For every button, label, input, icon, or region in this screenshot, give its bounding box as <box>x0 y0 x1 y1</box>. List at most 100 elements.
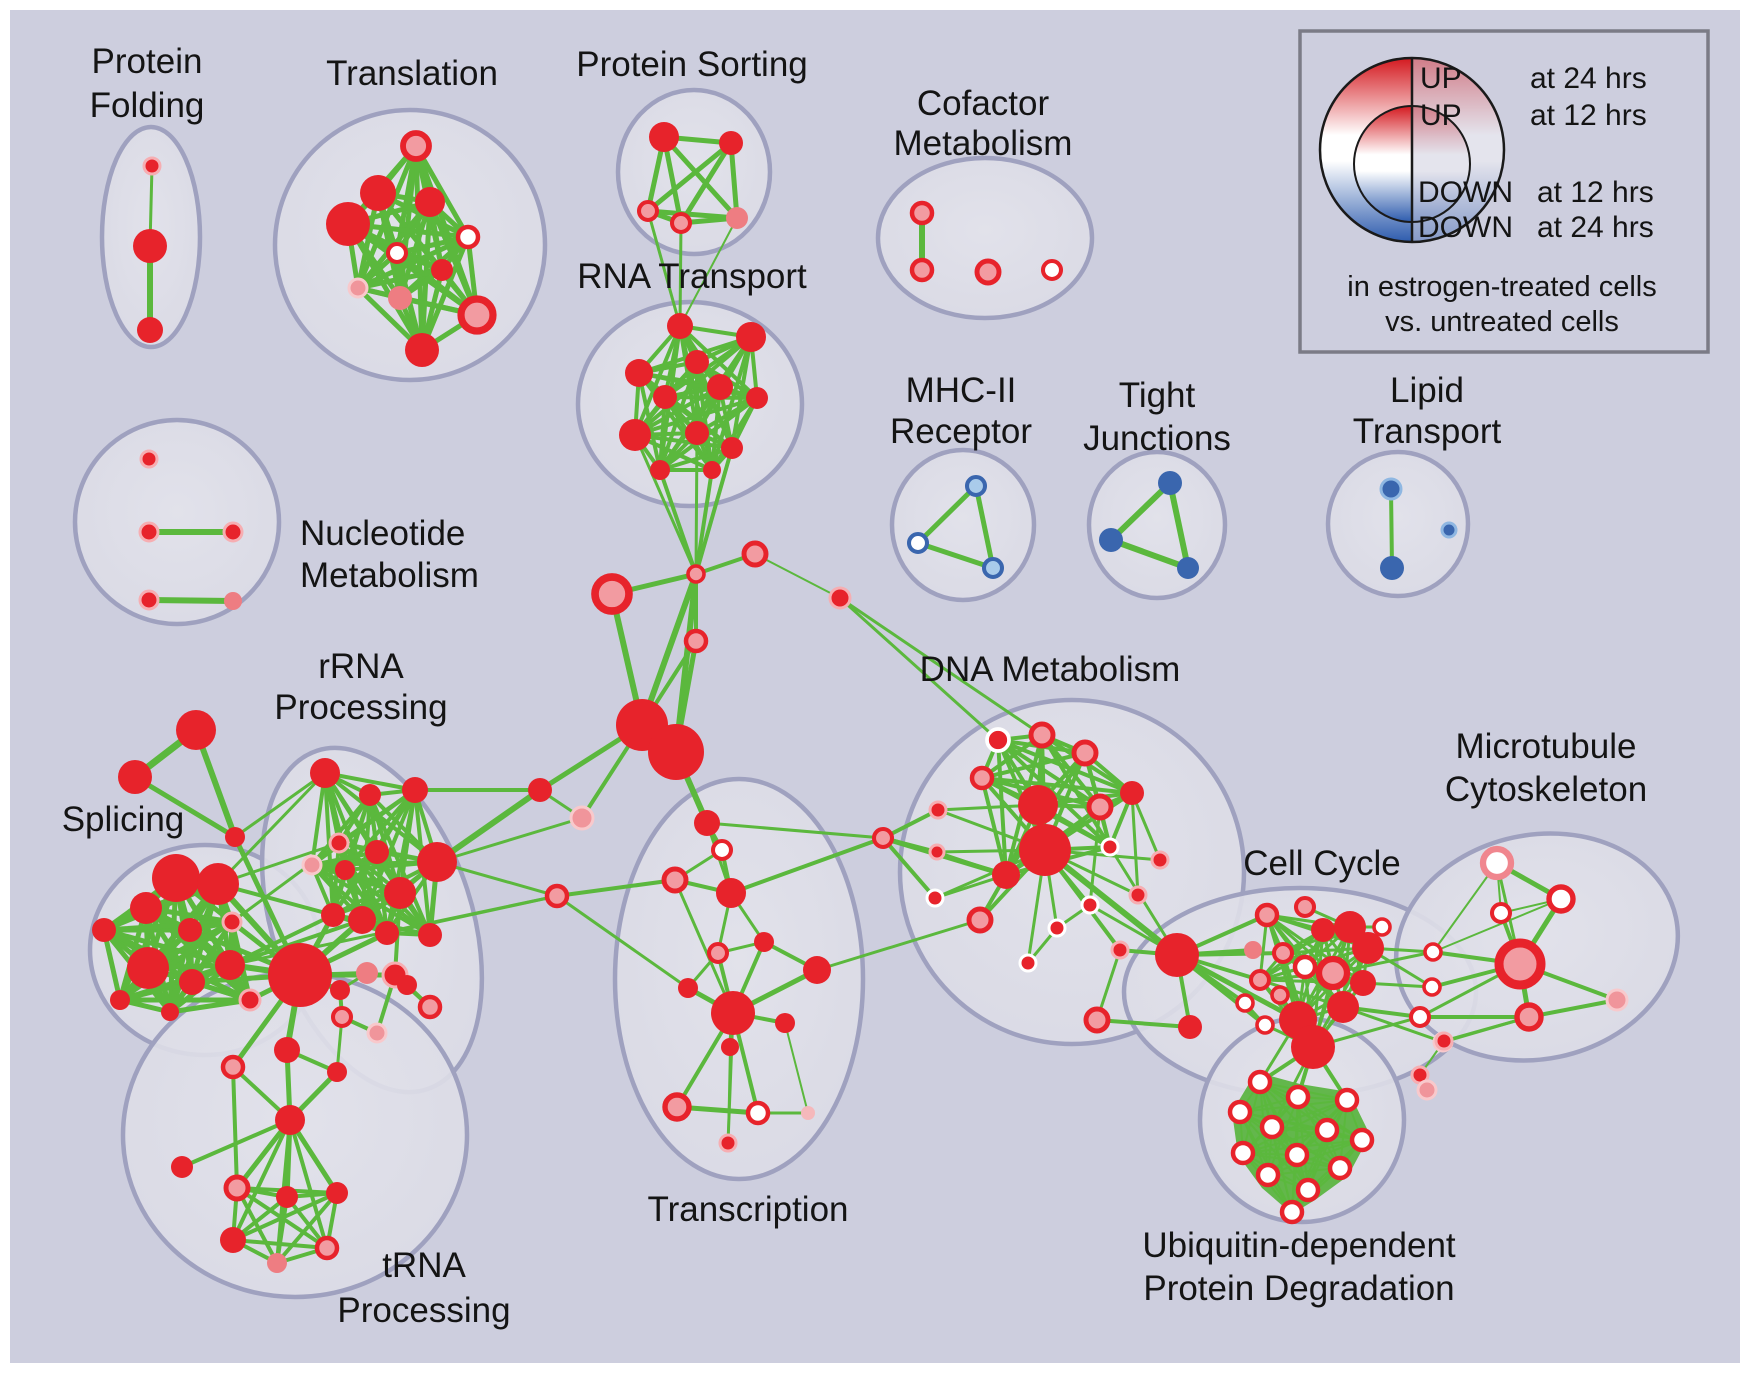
gene-node-r3 <box>402 777 428 803</box>
network-edge <box>231 1118 292 1242</box>
cluster-label-microtubule-cytoskeleton-line2: Cytoskeleton <box>1445 770 1647 809</box>
gene-node-s6 <box>221 911 243 933</box>
gene-node-tx3 <box>661 866 689 894</box>
network-edge <box>101 919 235 933</box>
cluster-label-ubiquitin-degradation-line2: Protein Degradation <box>1143 1269 1454 1308</box>
gene-node-tp3 <box>327 1062 347 1082</box>
gene-node-cm1 <box>909 200 935 226</box>
gene-node-d12 <box>1100 837 1120 857</box>
gene-node-d13 <box>1150 850 1170 870</box>
gene-node-m3 <box>1489 901 1513 925</box>
gene-node-r18 <box>366 1022 388 1044</box>
gene-node-m4 <box>1494 938 1546 990</box>
gene-node-d10 <box>992 861 1020 889</box>
cluster-label-lipid-transport-line1: Lipid <box>1390 371 1464 410</box>
network-edge <box>1527 998 1619 1019</box>
gene-node-r8 <box>384 877 416 909</box>
nodes-layer <box>92 122 1629 1273</box>
network-edge <box>231 1065 239 1190</box>
gene-node-s13 <box>268 943 332 1007</box>
network-edge <box>216 841 341 886</box>
network-edge <box>1174 952 1301 1023</box>
gene-node-d11 <box>928 843 946 861</box>
gene-node-d8 <box>1018 785 1058 825</box>
gene-node-tp8 <box>326 1182 348 1204</box>
gene-node-tx13 <box>745 1100 771 1126</box>
gene-node-cch <box>1155 933 1199 977</box>
gene-node-tp5 <box>171 1156 193 1178</box>
gene-node-tx7 <box>803 956 831 984</box>
network-edge <box>1239 1111 1293 1213</box>
gene-node-nm2 <box>138 521 160 543</box>
gene-node-d1 <box>985 727 1011 753</box>
network-edge <box>1242 1129 1328 1154</box>
gene-node-r5 <box>301 854 323 876</box>
cluster-ellipse-mhc-ii-receptor <box>889 447 1037 603</box>
gene-node-s3 <box>130 892 162 924</box>
network-edge <box>695 360 734 450</box>
gene-node-t7 <box>431 259 453 281</box>
gene-node-g2 <box>118 760 152 794</box>
cluster-label-mhc-ii-receptor-line2: Receptor <box>890 412 1032 451</box>
legend-down-12-time: at 12 hrs <box>1537 176 1654 209</box>
cluster-label-transcription-line1: Transcription <box>648 1190 849 1229</box>
gene-node-t2 <box>360 175 396 211</box>
gene-node-d6 <box>1086 793 1114 821</box>
gene-node-g3 <box>225 827 245 847</box>
network-edge <box>1108 537 1191 571</box>
gene-node-u7 <box>1349 1127 1375 1153</box>
cluster-label-nucleotide-metabolism-line2: Metabolism <box>300 556 479 595</box>
gene-node-lt1 <box>1379 477 1403 501</box>
gene-node-d2 <box>1028 721 1056 749</box>
gene-node-cc20 <box>1423 942 1443 962</box>
gene-node-r15 <box>418 923 442 947</box>
gene-node-r12 <box>375 921 399 945</box>
gene-node-mh3 <box>981 556 1005 580</box>
gene-node-tx14 <box>801 1106 815 1120</box>
gene-node-cc6 <box>1244 941 1262 959</box>
cluster-label-lipid-transport-line2: Transport <box>1353 412 1502 451</box>
cluster-label-protein-folding-line1: Protein <box>92 42 203 81</box>
gene-node-lt2 <box>1380 556 1404 580</box>
cluster-label-trna-processing-line2: Processing <box>337 1291 510 1330</box>
network-edge <box>167 997 253 1015</box>
network-edge <box>694 431 699 576</box>
cluster-label-dna-metabolism-line1: DNA Metabolism <box>920 650 1181 689</box>
gene-node-rt11 <box>650 460 670 480</box>
gene-node-tx11 <box>721 1038 739 1056</box>
gene-node-cn4 <box>683 628 709 654</box>
cluster-label-tight-junctions-line1: Tight <box>1119 376 1196 415</box>
gene-node-t9 <box>388 286 412 310</box>
gene-node-tp10 <box>314 1235 340 1261</box>
gene-node-tp9 <box>220 1227 246 1253</box>
gene-node-mh2 <box>906 531 930 555</box>
network-edge <box>1442 1015 1531 1043</box>
gene-node-tx5 <box>754 932 774 952</box>
gene-node-lt3 <box>1440 521 1458 539</box>
gene-node-cc8 <box>1292 954 1318 980</box>
gene-node-r9 <box>417 842 457 882</box>
gene-node-d15 <box>966 906 994 934</box>
gene-node-t4 <box>326 202 370 246</box>
cluster-label-ubiquitin-degradation-line1: Ubiquitin-dependent <box>1142 1226 1456 1265</box>
gene-node-cn5 <box>871 826 895 850</box>
network-edge <box>132 774 238 840</box>
gene-node-s5 <box>178 918 202 942</box>
network-edge <box>838 596 1000 742</box>
gene-node-u1 <box>1247 1069 1273 1095</box>
gene-node-rt2 <box>736 322 766 352</box>
network-edge <box>661 134 740 221</box>
gene-node-c1 <box>528 778 552 802</box>
gene-node-cc21 <box>1422 977 1442 997</box>
network-edge <box>646 209 682 328</box>
network-edge <box>1108 480 1173 543</box>
network-edge <box>216 771 327 886</box>
network-edge <box>331 850 379 917</box>
network-edge <box>639 571 699 728</box>
gene-node-tx15 <box>718 1133 738 1153</box>
network-edge <box>678 140 734 226</box>
legend-up-12-dir: UP <box>1420 99 1462 132</box>
gene-node-u2 <box>1285 1084 1311 1110</box>
network-edge <box>645 140 734 214</box>
gene-node-rt4 <box>625 359 653 387</box>
